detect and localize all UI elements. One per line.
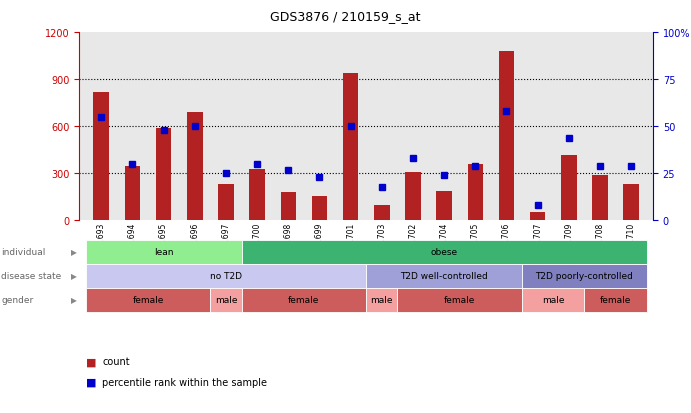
Bar [561,155,576,221]
Bar [530,212,545,221]
Bar [187,113,202,221]
Text: obese: obese [430,248,457,257]
Bar [218,185,234,221]
Bar [249,169,265,221]
Text: female: female [133,296,164,305]
Text: male: male [215,296,237,305]
Text: ▶: ▶ [71,272,77,281]
Text: T2D poorly-controlled: T2D poorly-controlled [536,272,634,281]
Text: ▶: ▶ [71,296,77,305]
Bar [374,205,390,221]
Bar [592,176,608,221]
Text: T2D well-controlled: T2D well-controlled [400,272,488,281]
Bar [281,193,296,221]
Bar [312,197,328,221]
Text: ■: ■ [86,377,97,387]
Text: male: male [542,296,565,305]
Text: percentile rank within the sample: percentile rank within the sample [102,377,267,387]
Text: no T2D: no T2D [210,272,242,281]
Text: female: female [600,296,632,305]
Bar [93,93,109,221]
Bar [343,74,359,221]
Text: ■: ■ [86,356,97,366]
Text: female: female [444,296,475,305]
Text: GDS3876 / 210159_s_at: GDS3876 / 210159_s_at [270,10,421,23]
Text: female: female [288,296,319,305]
Text: male: male [370,296,393,305]
Text: gender: gender [1,296,34,305]
Text: ▶: ▶ [71,248,77,257]
Bar [156,128,171,221]
Bar [405,172,421,221]
Bar [499,52,514,221]
Bar [124,166,140,221]
Text: disease state: disease state [1,272,61,281]
Text: count: count [102,356,130,366]
Text: individual: individual [1,248,46,257]
Bar [436,192,452,221]
Text: lean: lean [154,248,173,257]
Bar [623,185,639,221]
Bar [468,164,483,221]
